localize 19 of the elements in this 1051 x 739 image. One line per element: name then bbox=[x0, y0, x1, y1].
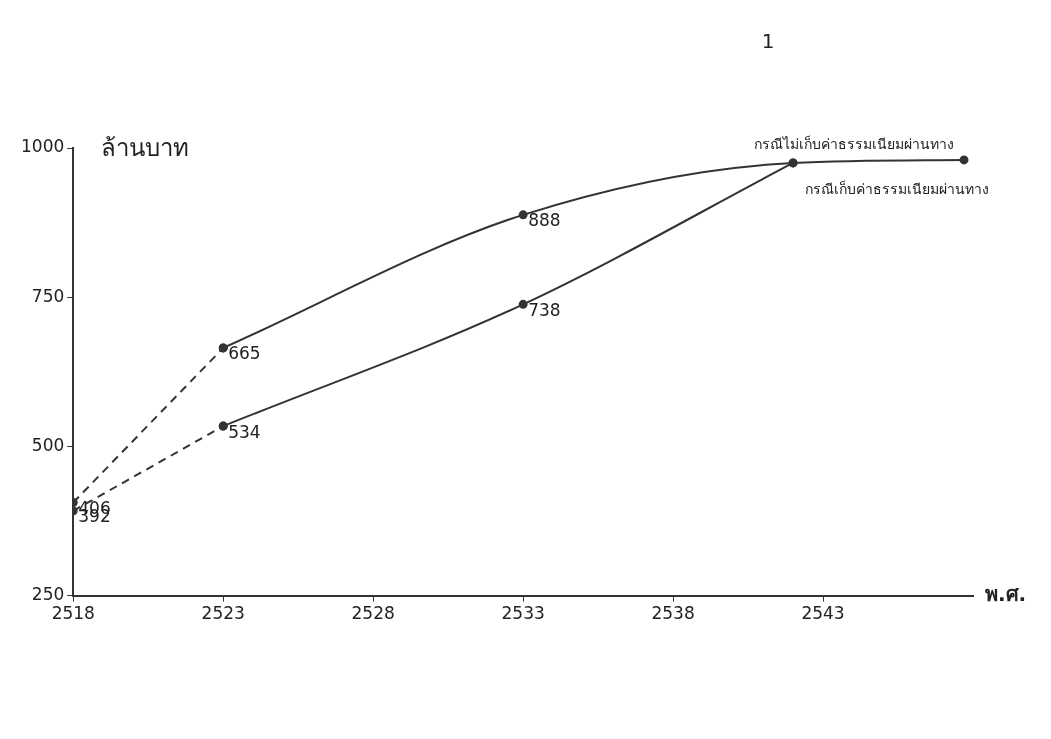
data-label: 534 bbox=[228, 421, 261, 442]
y-tick-label: 750 bbox=[31, 285, 65, 306]
x-tick-label: 2523 bbox=[201, 603, 245, 624]
y-tick-label: 250 bbox=[31, 584, 65, 605]
text: 1 bbox=[761, 29, 775, 53]
data-label: 665 bbox=[228, 343, 261, 364]
data-label: 888 bbox=[528, 210, 561, 231]
x-tick-label: 2543 bbox=[801, 603, 845, 624]
y-tick-label: 500 bbox=[31, 434, 65, 455]
x-tick-label: 2538 bbox=[651, 603, 695, 624]
x-tick-label: 2518 bbox=[51, 603, 95, 624]
x-tick-label: 2528 bbox=[351, 603, 395, 624]
x-axis-title: พ.ศ. bbox=[985, 581, 1027, 606]
y-tick-label: 1000 bbox=[21, 136, 65, 157]
series-label: กรณีเก็บค่าธรรมเนียมผ่านทาง bbox=[805, 179, 990, 197]
data-label: 738 bbox=[528, 299, 561, 320]
series-label: กรณีไม่เก็บค่าธรรมเนียมผ่านทาง bbox=[754, 134, 954, 152]
x-tick-label: 2533 bbox=[501, 603, 545, 624]
y-axis-title: ล้านบาท bbox=[101, 134, 190, 162]
